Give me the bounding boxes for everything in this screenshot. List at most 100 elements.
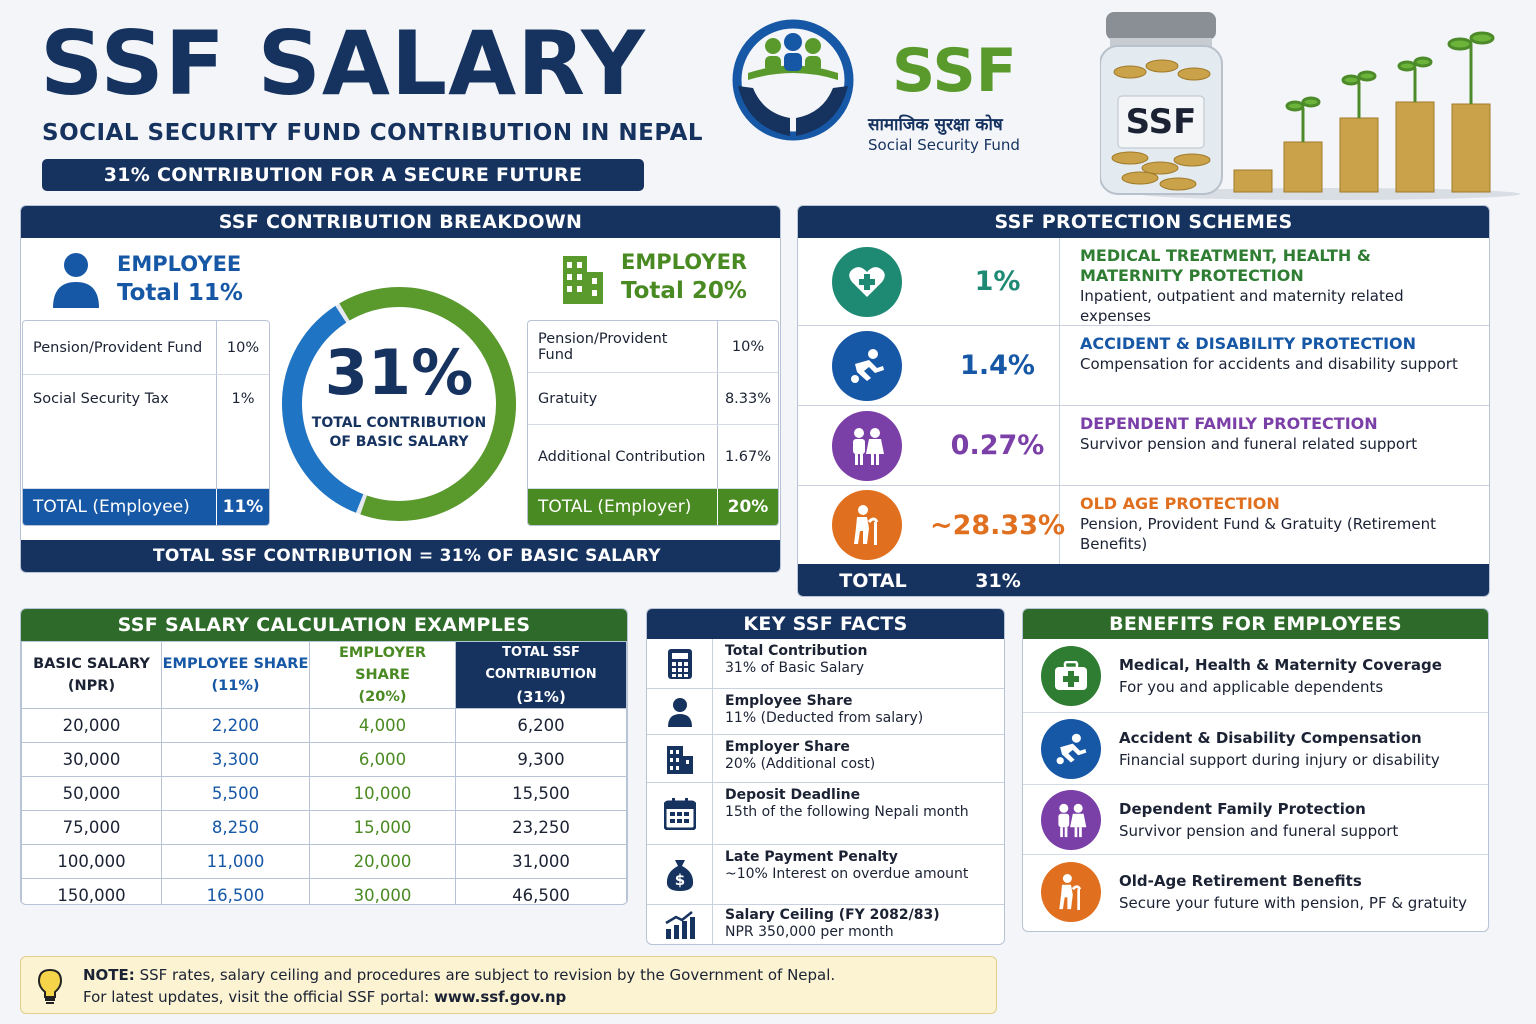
benefit-text: Survivor pension and funeral support: [1119, 821, 1399, 840]
fact-row: $ Late Payment Penalty ~10% Interest on o…: [647, 845, 1004, 905]
scheme-title: DEPENDENT FAMILY PROTECTION: [1080, 414, 1378, 433]
table-cell: 23,250: [455, 810, 627, 845]
fact-text: 31% of Basic Salary: [725, 660, 865, 676]
employer-row-pct: 10%: [731, 338, 765, 355]
table-cell: 5,500: [161, 776, 310, 811]
fact-row: Deposit Deadline 15th of the following Ne…: [647, 783, 1004, 845]
note-line-1: NOTE: SSF rates, salary ceiling and proc…: [83, 964, 996, 986]
building-icon: [647, 735, 713, 782]
table-cell: 3,300: [161, 742, 310, 777]
benefit-row: Accident & Disability Compensation Financ…: [1023, 713, 1488, 785]
scheme-pct: 1%: [936, 238, 1060, 325]
donut-center: 31% TOTAL CONTRIBUTION OF BASIC SALARY: [279, 338, 519, 452]
scheme-row: 1.4% ACCIDENT & DISABILITY PROTECTION Com…: [798, 326, 1489, 406]
protection-heading: SSF PROTECTION SCHEMES: [798, 206, 1489, 238]
logo-english-name: Social Security Fund: [868, 136, 1020, 154]
scheme-desc: Inpatient, outpatient and maternity rela…: [1080, 287, 1404, 325]
fact-row: Total Contribution 31% of Basic Salary: [647, 639, 1004, 689]
calculation-examples-panel: SSF SALARY CALCULATION EXAMPLES BASIC SA…: [20, 608, 628, 905]
fact-title: Deposit Deadline: [725, 787, 861, 803]
fact-text: 15th of the following Nepali month: [725, 804, 969, 820]
fact-row: Employee Share 11% (Deducted from salary): [647, 689, 1004, 735]
scheme-title: OLD AGE PROTECTION: [1080, 494, 1280, 513]
breakdown-heading: SSF CONTRIBUTION BREAKDOWN: [21, 206, 780, 238]
protection-total-label: TOTAL: [839, 570, 907, 592]
ssf-portal-link[interactable]: www.ssf.gov.np: [434, 988, 567, 1006]
examples-table: BASIC SALARY (NPR) EMPLOYEE SHARE (11%) EM…: [21, 641, 627, 904]
note-text: SSF rates, salary ceiling and procedures…: [139, 966, 836, 984]
column-header: EMPLOYER SHARE (20%): [309, 641, 456, 709]
fact-title: Late Payment Penalty: [725, 849, 898, 865]
fact-title: Salary Ceiling (FY 2082/83): [725, 907, 940, 923]
employer-header: EMPLOYER Total 20%: [557, 250, 747, 304]
fact-text: 20% (Additional cost): [725, 756, 876, 772]
employee-header: EMPLOYEE Total 11%: [49, 250, 243, 308]
elderly-icon: [832, 490, 902, 560]
page-subtitle: SOCIAL SECURITY FUND CONTRIBUTION IN NEP…: [42, 120, 704, 146]
heart-plus-icon: [832, 246, 902, 317]
note-text: For latest updates, visit the official S…: [83, 988, 430, 1006]
medical-kit-icon: [1041, 645, 1101, 706]
donut-employee-segment: [282, 305, 364, 513]
employee-total: Total 11%: [117, 280, 243, 306]
table-cell: 4,000: [309, 708, 456, 743]
donut-employer-segment: [339, 287, 516, 521]
benefit-title: Medical, Health & Maternity Coverage: [1119, 655, 1442, 674]
note-label: NOTE:: [83, 966, 135, 984]
ssf-logo-icon: [728, 18, 858, 158]
accident-icon: [1041, 718, 1101, 779]
note-line-2: For latest updates, visit the official S…: [83, 986, 996, 1008]
employer-total-label: TOTAL (Employer): [528, 489, 718, 525]
employee-row-item: Pension/Provident Fund: [23, 321, 217, 374]
table-cell: 15,000: [309, 810, 456, 845]
table-cell: 150,000: [21, 878, 162, 904]
coin-jar-illustration: SSF: [1099, 8, 1520, 200]
table-cell: 20,000: [21, 708, 162, 743]
contribution-breakdown-panel: SSF CONTRIBUTION BREAKDOWN EMPLOYEE Tota…: [20, 205, 781, 573]
benefits-heading: BENEFITS FOR EMPLOYEES: [1023, 609, 1488, 639]
person-icon: [647, 689, 713, 734]
key-facts-panel: KEY SSF FACTS Total Contribution 31% of B…: [646, 608, 1005, 945]
employer-row: Gratuity 8.33%: [528, 373, 778, 425]
employer-row-item: Pension/Provident Fund: [528, 321, 718, 372]
accident-icon: [832, 330, 902, 401]
table-cell: 31,000: [455, 844, 627, 879]
employer-row: Pension/Provident Fund 10%: [528, 321, 778, 373]
column-header: BASIC SALARY (NPR): [21, 641, 162, 709]
fact-row: Employer Share 20% (Additional cost): [647, 735, 1004, 783]
employer-row-item: Gratuity: [528, 373, 718, 424]
table-cell: 6,200: [455, 708, 627, 743]
protection-total-pct: 31%: [975, 570, 1021, 592]
scheme-row: 1% MEDICAL TREATMENT, HEALTH & MATERNITY…: [798, 238, 1489, 326]
fact-text: NPR 350,000 per month: [725, 924, 894, 940]
money-bag-icon: $: [647, 845, 713, 904]
table-row: 100,000 11,000 20,000 31,000: [21, 844, 627, 879]
employee-label: EMPLOYEE: [117, 252, 242, 276]
fact-title: Employer Share: [725, 739, 850, 755]
employer-total: Total 20%: [621, 278, 747, 304]
growth-chart-icon: [647, 905, 713, 944]
note-box: NOTE: SSF rates, salary ceiling and proc…: [20, 956, 997, 1014]
column-header: EMPLOYEE SHARE (11%): [161, 641, 310, 709]
donut-value: 31%: [324, 336, 474, 409]
scheme-desc: Survivor pension and funeral related sup…: [1080, 435, 1418, 453]
examples-heading: SSF SALARY CALCULATION EXAMPLES: [21, 609, 627, 641]
employer-total-pct: 20%: [727, 497, 769, 517]
scheme-row: 0.27% DEPENDENT FAMILY PROTECTION Survivo…: [798, 406, 1489, 486]
elderly-icon: [1041, 862, 1101, 922]
benefit-row: Old-Age Retirement Benefits Secure your f…: [1023, 855, 1488, 929]
benefit-title: Old-Age Retirement Benefits: [1119, 872, 1362, 890]
table-cell: 2,200: [161, 708, 310, 743]
benefit-text: Financial support during injury or disab…: [1119, 750, 1440, 769]
logo-nepali-name: सामाजिक सुरक्षा कोष: [868, 115, 1003, 135]
facts-heading: KEY SSF FACTS: [647, 609, 1004, 639]
benefits-panel: BENEFITS FOR EMPLOYEES Medical, Health &…: [1022, 608, 1489, 932]
employee-row: Social Security Tax 1%: [23, 375, 269, 489]
table-cell: 9,300: [455, 742, 627, 777]
table-cell: 11,000: [161, 844, 310, 879]
table-cell: 10,000: [309, 776, 456, 811]
table-row: 75,000 8,250 15,000 23,250: [21, 810, 627, 845]
table-cell: 20,000: [309, 844, 456, 879]
table-row: 30,000 3,300 6,000 9,300: [21, 742, 627, 777]
benefit-row: Medical, Health & Maternity Coverage For …: [1023, 639, 1488, 713]
